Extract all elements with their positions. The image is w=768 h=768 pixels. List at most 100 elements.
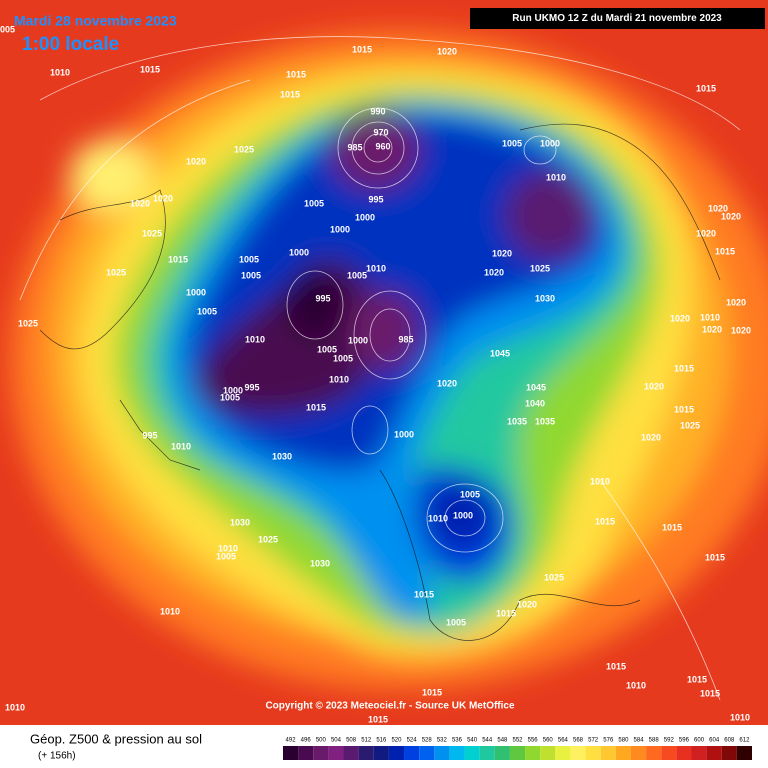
isobar-label: 1000	[540, 138, 560, 148]
isobar-label: 1000	[348, 335, 368, 345]
colorbar-swatch	[283, 746, 299, 760]
isobar-label: 1035	[507, 416, 527, 426]
colorbar-label: 496	[301, 738, 312, 744]
colorbar-label: 548	[497, 738, 508, 744]
isobar-label: 1045	[526, 382, 546, 392]
isobar-label: 970	[373, 127, 388, 137]
isobar-label: 1030	[310, 558, 330, 568]
isobar-label: 995	[142, 430, 157, 440]
colorbar-swatch	[676, 746, 692, 760]
isobar-label: 1000	[223, 385, 243, 395]
colorbar-swatch	[313, 746, 329, 760]
colorbar-swatch	[570, 746, 586, 760]
colorbar-label: 528	[422, 738, 433, 744]
isobar-label: 1010	[730, 712, 750, 722]
colorbar-swatch	[615, 746, 631, 760]
isobar-label: 1005	[446, 617, 466, 627]
colorbar-label: 584	[634, 738, 645, 744]
isobar-label: 1005	[220, 392, 240, 402]
run-box	[470, 8, 765, 29]
isobar-label: 1015	[595, 516, 615, 526]
isobar-label: 1015	[662, 522, 682, 532]
colorbar-swatch	[419, 746, 435, 760]
isobar-label: 1020	[708, 203, 728, 213]
colorbar-swatch	[434, 746, 450, 760]
colorbar-swatch	[404, 746, 420, 760]
isobar-label: 1010	[5, 702, 25, 712]
isobar-label: 1010	[171, 441, 191, 451]
isobar-label: 1010	[366, 263, 386, 273]
isobar-label: 1015	[700, 688, 720, 698]
isobar-label: 1040	[525, 398, 545, 408]
colorbar-label: 492	[286, 738, 297, 744]
colorbar-label: 520	[391, 738, 402, 744]
isobar-label: 1020	[437, 378, 457, 388]
colorbar-label: 600	[694, 738, 705, 744]
isobar-label: 1005	[197, 306, 217, 316]
isobar-label: 1020	[696, 228, 716, 238]
colorbar-swatch	[479, 746, 495, 760]
isobar-label: 1000	[453, 510, 473, 520]
colorbar-label: 536	[452, 738, 463, 744]
colorbar-label: 604	[709, 738, 720, 744]
colorbar-label: 556	[528, 738, 539, 744]
isobar-label: 1020	[702, 324, 722, 334]
isobar-label: 1015	[674, 363, 694, 373]
isobar-label: 985	[398, 334, 413, 344]
isobar-label: 960	[375, 141, 390, 151]
isobar-label: 1000	[394, 429, 414, 439]
isobar-label: 1010	[218, 543, 238, 553]
colorbar-label: 588	[649, 738, 660, 744]
isobar-label: 1010	[590, 476, 610, 486]
colorbar-swatch	[540, 746, 556, 760]
isobar-label: 1015	[168, 254, 188, 264]
isobar-label: 1005	[460, 489, 480, 499]
isobar-label: 1020	[484, 267, 504, 277]
colorbar-label: 580	[618, 738, 629, 744]
isobar-label: 1005	[216, 551, 236, 561]
isobar-label: 1015	[368, 714, 388, 724]
colorbar-label: 500	[316, 738, 327, 744]
colorbar-swatch	[509, 746, 526, 760]
isobar-label: 1045	[490, 348, 510, 358]
colorbar-swatch	[494, 746, 510, 760]
colorbar-swatch	[449, 746, 465, 760]
isobar-label: 1000	[355, 212, 375, 222]
colorbar-swatch	[525, 746, 541, 760]
colorbar-label: 540	[467, 738, 478, 744]
colorbar-swatch	[585, 746, 601, 760]
isobar-label: 1020	[130, 198, 150, 208]
isobar-label: 1020	[644, 381, 664, 391]
isobar-label: 1015	[352, 44, 372, 54]
colorbar-swatch	[358, 746, 374, 760]
colorbar-swatch	[298, 746, 314, 760]
isobar-label: 1025	[258, 534, 278, 544]
isobar-label: 1010	[50, 67, 70, 77]
isobar-label: 1020	[721, 211, 741, 221]
isobar-label: 1010	[329, 374, 349, 384]
colorbar-label: 560	[543, 738, 554, 744]
isobar-label: 1020	[437, 46, 457, 56]
isobar-label: 1015	[696, 83, 716, 93]
isobar-label: 1000	[289, 247, 309, 257]
colorbar-label: 592	[664, 738, 675, 744]
isobar-label: 1025	[18, 318, 38, 328]
isobar-label: 1025	[106, 267, 126, 277]
isobar-label: 1020	[726, 297, 746, 307]
isobar-label: 1035	[535, 416, 555, 426]
colorbar-label: 504	[331, 738, 342, 744]
colorbar-label: 576	[603, 738, 614, 744]
isobar-label: 1015	[306, 402, 326, 412]
colorbar-swatch	[373, 746, 389, 760]
colorbar-label: 596	[679, 738, 690, 744]
colorbar-label: 608	[724, 738, 735, 744]
isobar-label: 1005	[317, 344, 337, 354]
isobar-label: 1010	[626, 680, 646, 690]
run-info: Run UKMO 12 Z du Mardi 21 novembre 2023	[512, 13, 722, 24]
legend-title: Géop. Z500 & pression au sol	[30, 731, 202, 746]
colorbar-label: 532	[437, 738, 448, 744]
colorbar-swatch	[630, 746, 647, 760]
isobar-label: 1005	[304, 198, 324, 208]
isobar-label: 985	[347, 142, 362, 152]
colorbar-label: 552	[512, 738, 523, 744]
